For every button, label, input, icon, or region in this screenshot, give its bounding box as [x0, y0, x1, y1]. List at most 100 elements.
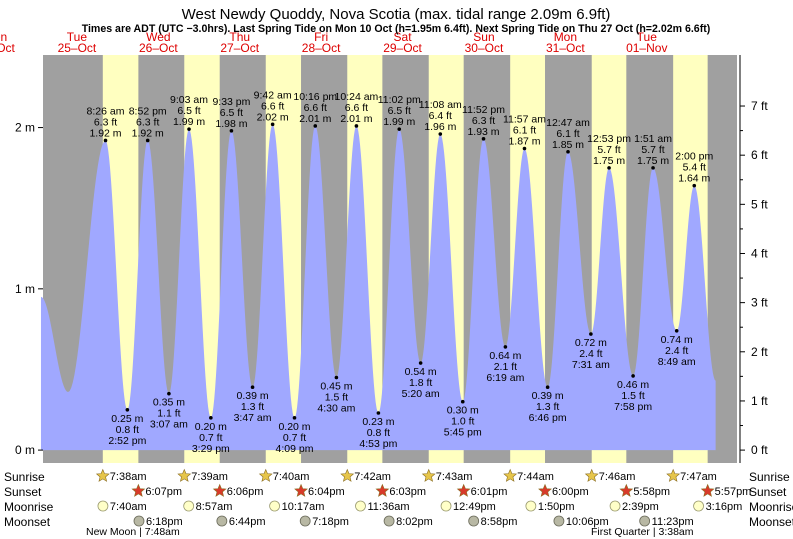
sunrise-star-icon	[584, 468, 599, 482]
high-tide-m: 1.99 m	[383, 116, 415, 128]
y-right-tick-label: 3 ft	[751, 296, 768, 310]
day-of-week-label: Sun	[473, 30, 494, 44]
low-tide-time: 6:19 am	[486, 372, 524, 384]
low-tide-ft: 1.0 ft	[451, 416, 474, 428]
high-tide-time: 11:02 pm	[378, 94, 421, 106]
sunrise-time: 7:47am	[680, 471, 717, 483]
low-tide-m: 0.20 m	[278, 421, 310, 433]
high-tide-m: 1.87 m	[508, 136, 540, 148]
high-tide-time: 2:00 pm	[675, 151, 713, 163]
date-label: 01–Nov	[626, 41, 667, 55]
high-tide-m: 1.99 m	[173, 116, 205, 128]
low-tide-dot	[250, 385, 255, 390]
sunrise-time: 7:38am	[110, 471, 147, 483]
low-tide-ft: 2.1 ft	[494, 361, 517, 373]
sunrise-time: 7:46am	[599, 471, 636, 483]
moonrise-moon-icon	[693, 500, 704, 512]
low-tide-ft: 2.4 ft	[665, 345, 688, 357]
high-tide-m: 2.01 m	[299, 113, 331, 125]
low-tide-dot	[334, 375, 339, 380]
high-tide-time: 10:16 pm	[293, 91, 337, 103]
high-tide-dot	[651, 166, 655, 170]
sunrise-time: 7:40am	[273, 471, 310, 483]
high-tide-ft: 5.4 ft	[683, 162, 706, 174]
moonrise-time: 2:39pm	[622, 501, 659, 513]
sunrise-star-icon	[258, 468, 273, 482]
day-of-week-label: Tue	[637, 30, 658, 44]
sunset-row-label-left: Sunset	[4, 485, 42, 499]
low-tide-m: 0.30 m	[447, 405, 479, 417]
moonset-time: 8:58pm	[481, 516, 518, 528]
high-tide-dot	[438, 132, 443, 136]
low-tide-m: 0.25 m	[111, 413, 143, 425]
y-right-tick-label: 0 ft	[751, 443, 768, 457]
low-tide-time: 2:52 pm	[108, 435, 146, 447]
y-right-tick-label: 5 ft	[751, 197, 768, 211]
high-tide-time: 12:47 am	[546, 117, 590, 129]
high-tide-time: 9:42 am	[254, 89, 292, 101]
date-label: 26–Oct	[139, 41, 178, 55]
moonrise-moon-icon	[269, 500, 281, 512]
moonrise-moon-icon	[97, 500, 109, 512]
moonset-moon-icon	[468, 515, 480, 527]
moonset-row-label-left: Moonset	[4, 515, 51, 529]
y-right-tick-label: 1 ft	[751, 394, 768, 408]
low-tide-time: 6:46 pm	[529, 412, 567, 424]
high-tide-time: 9:33 pm	[212, 96, 250, 108]
sunset-time: 6:06pm	[227, 486, 264, 498]
high-tide-ft: 6.5 ft	[177, 105, 200, 117]
chart-title: West Newdy Quoddy, Nova Scotia (max. tid…	[182, 6, 611, 23]
high-tide-time: 11:08 am	[419, 99, 462, 111]
moonset-time: 8:02pm	[396, 516, 433, 528]
sunrise-star-icon	[421, 468, 436, 482]
moonset-moon-icon	[216, 515, 228, 527]
high-tide-dot	[145, 138, 150, 143]
high-tide-m: 1.96 m	[424, 121, 456, 133]
low-tide-m: 0.74 m	[661, 334, 693, 346]
sunrise-star-icon	[177, 468, 192, 482]
high-tide-dot	[692, 183, 697, 188]
moonrise-time: 11:36am	[367, 501, 409, 513]
low-tide-time: 4:09 pm	[276, 443, 314, 455]
high-tide-m: 2.02 m	[257, 111, 289, 123]
low-tide-time: 5:45 pm	[444, 427, 482, 439]
low-tide-dot	[292, 416, 297, 420]
high-tide-ft: 6.3 ft	[472, 115, 495, 127]
high-tide-dot	[187, 127, 191, 131]
moonrise-row-label-left: Moonrise	[4, 500, 54, 514]
low-tide-m: 0.72 m	[575, 337, 607, 349]
high-tide-dot	[270, 122, 275, 127]
moonset-time: 6:44pm	[229, 516, 266, 528]
high-tide-ft: 6.4 ft	[429, 110, 452, 122]
high-tide-m: 1.92 m	[132, 127, 164, 139]
low-tide-m: 0.39 m	[237, 390, 269, 402]
high-tide-time: 11:57 am	[503, 114, 546, 126]
sunrise-star-icon	[503, 468, 518, 482]
high-tide-ft: 6.6 ft	[345, 102, 368, 114]
low-tide-dot	[125, 407, 130, 412]
sunrise-star-icon	[340, 468, 355, 482]
moonrise-time: 1:50pm	[538, 501, 575, 513]
low-tide-time: 4:53 pm	[359, 438, 397, 450]
low-tide-ft: 1.5 ft	[325, 392, 348, 404]
high-tide-time: 11:52 pm	[462, 104, 505, 116]
date-label: 30–Oct	[465, 41, 504, 55]
day-of-week-label: Wed	[146, 30, 170, 44]
low-tide-ft: 0.7 ft	[199, 432, 222, 444]
sunrise-time: 7:42am	[354, 471, 391, 483]
day-of-week-label: Thu	[229, 30, 250, 44]
low-tide-dot	[674, 328, 679, 333]
high-tide-ft: 6.6 ft	[261, 100, 284, 112]
high-tide-m: 1.75 m	[593, 155, 625, 167]
low-tide-ft: 0.8 ft	[116, 424, 139, 436]
moonset-time: 10:06pm	[566, 516, 609, 528]
tide-labels: 8:26 am6.3 ft1.92 m0.25 m0.8 ft2:52 pm8:…	[87, 89, 714, 455]
high-tide-dot	[607, 166, 611, 170]
sunrise-time: 7:44am	[517, 471, 554, 483]
moonrise-time: 7:40am	[110, 501, 147, 513]
sunset-time: 6:01pm	[471, 486, 508, 498]
high-tide-dot	[566, 149, 570, 154]
tide-water-area	[40, 124, 716, 451]
